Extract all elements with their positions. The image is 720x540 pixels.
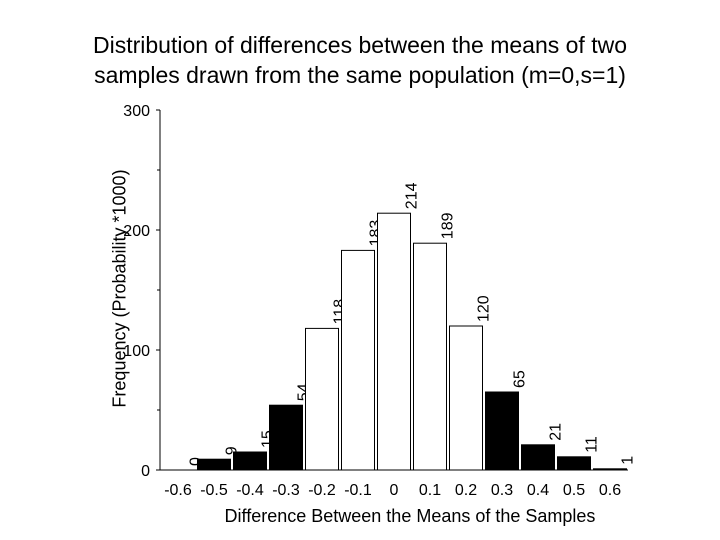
chart-title-line-1: Distribution of differences between the … (93, 32, 627, 58)
y-tick-label-3: 300 (123, 103, 150, 120)
bar-12 (593, 468, 627, 471)
x-tick-label-6: 0 (390, 482, 399, 499)
x-tick-label-3: -0.3 (272, 482, 300, 499)
bar-11 (557, 456, 591, 471)
y-tick-label-2: 200 (123, 223, 150, 240)
bar-4 (305, 327, 339, 471)
bar-1 (197, 458, 231, 471)
bar-label-7: 189 (440, 212, 457, 239)
y-tick-label-0: 0 (141, 463, 150, 480)
chart-title-line-2: samples drawn from the same population (… (94, 62, 626, 88)
bar-3 (269, 404, 303, 471)
x-tick-label-4: -0.2 (308, 482, 336, 499)
bar-10 (521, 444, 555, 471)
bar-label-8: 120 (476, 295, 493, 322)
bar-7 (413, 242, 447, 471)
bar-label-6: 214 (404, 182, 421, 209)
bar-9 (485, 391, 519, 471)
x-tick-label-2: -0.4 (236, 482, 264, 499)
bar-label-9: 65 (512, 370, 529, 388)
x-tick-label-8: 0.2 (455, 482, 477, 499)
x-tick-label-12: 0.6 (599, 482, 621, 499)
x-tick-label-11: 0.5 (563, 482, 585, 499)
bar-6 (377, 212, 411, 471)
y-tick-label-1: 100 (123, 343, 150, 360)
x-tick-label-9: 0.3 (491, 482, 513, 499)
bar-2 (233, 451, 267, 471)
bar-label-1: 9 (224, 446, 241, 455)
bar-label-0: 0 (188, 457, 205, 466)
bar-label-11: 11 (584, 436, 601, 453)
x-axis-title: Difference Between the Means of the Samp… (224, 506, 596, 526)
bar-5 (341, 249, 375, 471)
x-tick-label-7: 0.1 (419, 482, 441, 499)
x-tick-label-10: 0.4 (527, 482, 549, 499)
x-tick-label-5: -0.1 (344, 482, 372, 499)
bar-label-10: 21 (548, 423, 565, 441)
x-tick-label-0: -0.6 (164, 482, 192, 499)
bar-label-12: 1 (620, 456, 637, 465)
x-tick-label-1: -0.5 (200, 482, 228, 499)
y-axis-title: Frequency (Probability *1000) (109, 169, 130, 408)
bar-8 (449, 325, 483, 471)
